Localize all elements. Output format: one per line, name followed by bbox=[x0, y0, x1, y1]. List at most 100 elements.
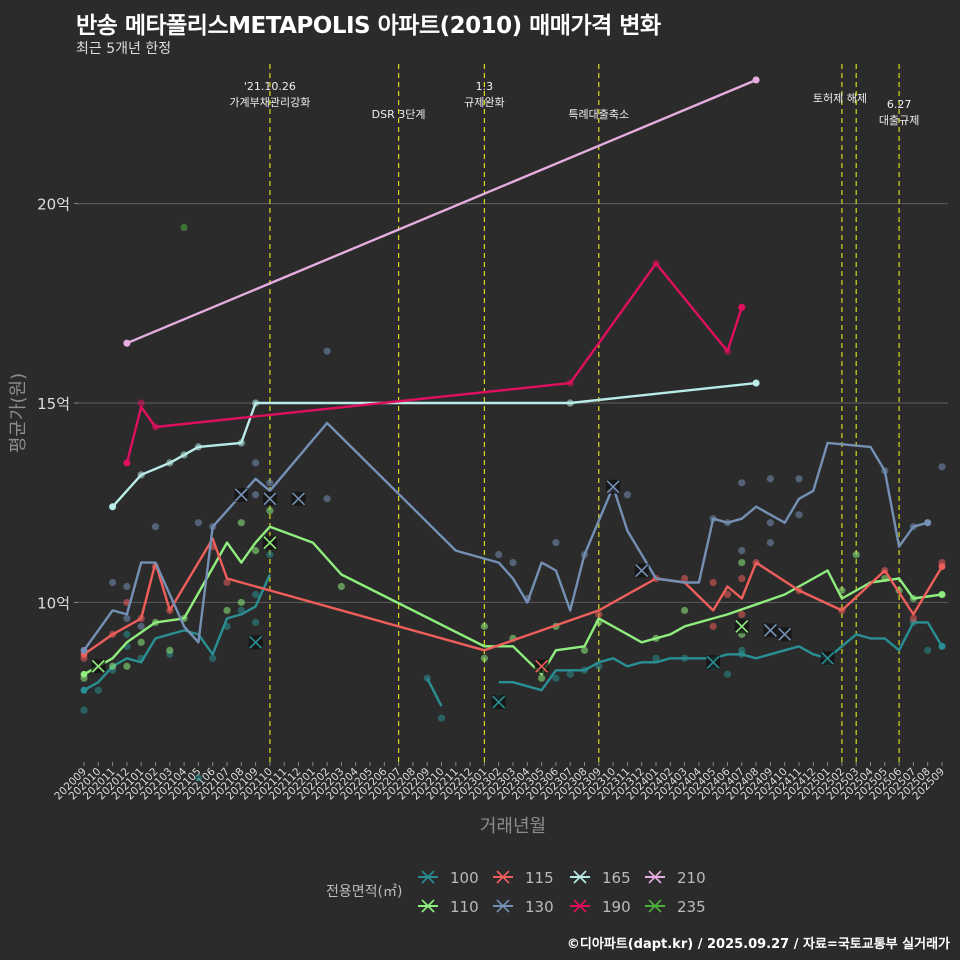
series-endpoint-210 bbox=[123, 339, 131, 347]
data-point-110 bbox=[123, 662, 131, 670]
data-point-100 bbox=[437, 714, 446, 722]
series-line-210 bbox=[126, 78, 757, 345]
data-point-110 bbox=[137, 638, 145, 646]
cancel-marker-130 bbox=[763, 623, 777, 637]
data-point-130 bbox=[738, 547, 746, 555]
legend-swatch-x-100 bbox=[421, 870, 435, 884]
data-point-100 bbox=[652, 654, 660, 662]
legend-label-235: 235 bbox=[677, 898, 706, 916]
legend-swatch-x-130 bbox=[496, 899, 510, 913]
cancel-marker-115 bbox=[535, 659, 549, 673]
data-point-110 bbox=[838, 586, 846, 595]
data-point-110 bbox=[237, 519, 245, 527]
data-point-130 bbox=[623, 491, 632, 499]
data-point-130 bbox=[252, 459, 260, 467]
legend-title: 전용면적(㎡) bbox=[326, 884, 402, 900]
y-tick-label: 15억 bbox=[37, 395, 70, 413]
data-point-115 bbox=[723, 590, 732, 599]
data-point-110 bbox=[109, 662, 117, 670]
data-point-130 bbox=[252, 491, 260, 499]
data-point-100 bbox=[723, 670, 732, 678]
cancel-marker-130 bbox=[234, 488, 248, 502]
series-endpoint-100 bbox=[80, 686, 88, 694]
data-point-100 bbox=[80, 706, 88, 714]
legend-label-210: 210 bbox=[677, 869, 706, 887]
data-point-100 bbox=[94, 686, 102, 694]
data-point-115 bbox=[909, 614, 918, 623]
legend-swatch-x-190 bbox=[573, 899, 587, 913]
data-point-115 bbox=[709, 578, 717, 587]
series-endpoint-130 bbox=[924, 519, 932, 527]
data-point-100 bbox=[123, 630, 131, 638]
legend-swatch-x-165 bbox=[573, 870, 587, 884]
series-endpoint-165 bbox=[109, 503, 116, 511]
cancel-marker-130 bbox=[778, 627, 792, 641]
data-point-115 bbox=[738, 574, 746, 583]
data-point-130 bbox=[123, 582, 131, 591]
cancel-marker-100 bbox=[821, 651, 835, 665]
data-point-110 bbox=[480, 622, 488, 630]
cancel-marker-110 bbox=[263, 536, 277, 550]
legend-swatch-x-110 bbox=[421, 899, 435, 913]
data-point-100 bbox=[566, 670, 574, 678]
data-point-110 bbox=[237, 598, 245, 607]
series-endpoint-210 bbox=[752, 76, 760, 84]
series-endpoint-130 bbox=[80, 646, 88, 654]
legend-label-190: 190 bbox=[602, 898, 631, 916]
series-line-190 bbox=[125, 262, 743, 464]
event-label: 1.3 bbox=[476, 80, 494, 93]
data-point-100 bbox=[738, 646, 746, 654]
data-point-115 bbox=[595, 610, 603, 619]
event-label: 가계부채관리강화 bbox=[229, 96, 310, 109]
y-tick-label: 10억 bbox=[37, 594, 70, 612]
cancel-marker-130 bbox=[291, 492, 306, 506]
cancel-marker-100 bbox=[492, 695, 506, 709]
data-point-110 bbox=[538, 674, 546, 682]
data-point-130 bbox=[194, 519, 202, 527]
data-point-130 bbox=[795, 475, 803, 483]
cancel-marker-130 bbox=[635, 563, 649, 578]
data-point-110 bbox=[738, 558, 746, 567]
series-endpoint-190 bbox=[738, 303, 746, 311]
series-endpoint-165 bbox=[752, 379, 760, 387]
data-point-100 bbox=[552, 674, 560, 682]
cancel-marker-130 bbox=[263, 492, 277, 506]
data-point-130 bbox=[123, 614, 131, 623]
event-label: '21.10.26 bbox=[244, 80, 296, 93]
data-point-130 bbox=[795, 511, 803, 519]
series-line-100 bbox=[426, 677, 443, 707]
data-point-130 bbox=[938, 463, 946, 471]
legend-label-130: 130 bbox=[525, 898, 554, 916]
data-point-110 bbox=[337, 582, 345, 591]
series-line-110 bbox=[83, 525, 943, 676]
chart-title: 반송 메타폴리스METAPOLIS 아파트(2010) 매매가격 변화 bbox=[76, 13, 661, 39]
data-point-100 bbox=[194, 774, 202, 782]
data-point-130 bbox=[266, 479, 274, 487]
legend-swatch-x-235 bbox=[648, 899, 662, 913]
series-line-130 bbox=[83, 421, 929, 651]
event-label: 토허제 해제 bbox=[813, 91, 867, 105]
data-point-130 bbox=[766, 475, 775, 483]
legend-label-165: 165 bbox=[602, 869, 631, 887]
legend-label-115: 115 bbox=[525, 869, 554, 887]
data-point-130 bbox=[109, 578, 117, 587]
data-point-190 bbox=[137, 399, 145, 407]
data-point-110 bbox=[223, 606, 231, 615]
data-point-115 bbox=[709, 622, 717, 630]
data-point-115 bbox=[681, 574, 689, 583]
series-endpoint-190 bbox=[123, 459, 131, 467]
event-label: 6.27 bbox=[887, 98, 912, 111]
data-point-100 bbox=[924, 646, 932, 654]
chart-subtitle: 최근 5개년 한정 bbox=[76, 41, 172, 57]
cancel-marker-130 bbox=[606, 480, 620, 494]
data-point-130 bbox=[151, 523, 160, 531]
data-point-130 bbox=[766, 539, 775, 547]
data-point-130 bbox=[323, 347, 331, 355]
legend-label-100: 100 bbox=[450, 869, 479, 887]
data-point-130 bbox=[552, 539, 560, 547]
data-point-235 bbox=[180, 223, 188, 232]
x-axis-title: 거래년월 bbox=[480, 816, 546, 837]
data-point-110 bbox=[852, 550, 860, 559]
data-point-110 bbox=[580, 646, 589, 654]
